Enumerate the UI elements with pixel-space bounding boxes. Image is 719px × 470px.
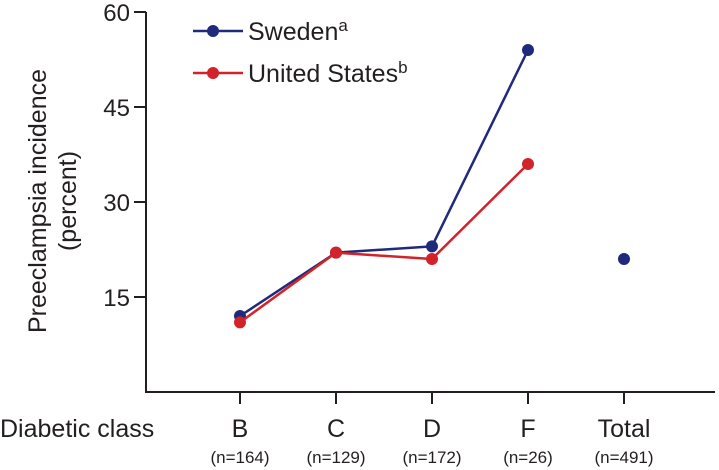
- x-tick-label: Total: [598, 415, 651, 443]
- x-tick-label: D: [423, 415, 441, 443]
- series-line: [239, 163, 529, 324]
- y-axis-label-line2: (percent): [54, 151, 82, 251]
- x-category-count: (n=491): [594, 448, 653, 467]
- y-axis-label-line1: Preeclampsia incidence: [24, 69, 52, 333]
- total-point: [618, 253, 630, 265]
- y-tick-label: 60: [103, 0, 130, 27]
- data-point: [522, 158, 534, 170]
- x-axis-title: Diabetic class: [0, 415, 154, 443]
- y-axis-label: Preeclampsia incidence (percent): [24, 69, 82, 333]
- legend: Swedena United Statesb: [193, 16, 408, 88]
- x-category-count: (n=164): [210, 448, 269, 467]
- legend-item: Swedena: [193, 16, 348, 46]
- series-line: [239, 49, 530, 318]
- legend-marker: [207, 25, 219, 37]
- x-tick-label: C: [327, 415, 345, 443]
- legend-label: United Statesb: [248, 58, 408, 88]
- series-layer: [234, 44, 630, 329]
- data-point: [426, 240, 438, 253]
- data-point: [330, 246, 342, 259]
- legend-superscript: a: [338, 16, 348, 35]
- x-ticks: B (n=164) C (n=129) D (n=172) F (n=26) Total (n=4…: [210, 392, 654, 467]
- x-tick-label: F: [520, 415, 535, 443]
- data-point: [522, 44, 534, 56]
- legend-superscript: b: [398, 58, 407, 77]
- x-category-count: (n=129): [306, 448, 365, 467]
- y-ticks: 15 30 45 60: [103, 0, 146, 312]
- x-category-count: (n=26): [503, 448, 553, 467]
- x-category-count: (n=172): [402, 448, 461, 467]
- data-point: [234, 316, 246, 329]
- y-tick-label: 45: [103, 95, 130, 122]
- data-point: [426, 253, 438, 265]
- x-tick-label: B: [232, 415, 249, 443]
- legend-item: United Statesb: [193, 58, 408, 88]
- y-tick-label: 30: [103, 190, 130, 217]
- legend-marker: [207, 67, 219, 79]
- legend-label: Swedena: [248, 16, 348, 46]
- y-tick-label: 15: [103, 285, 130, 312]
